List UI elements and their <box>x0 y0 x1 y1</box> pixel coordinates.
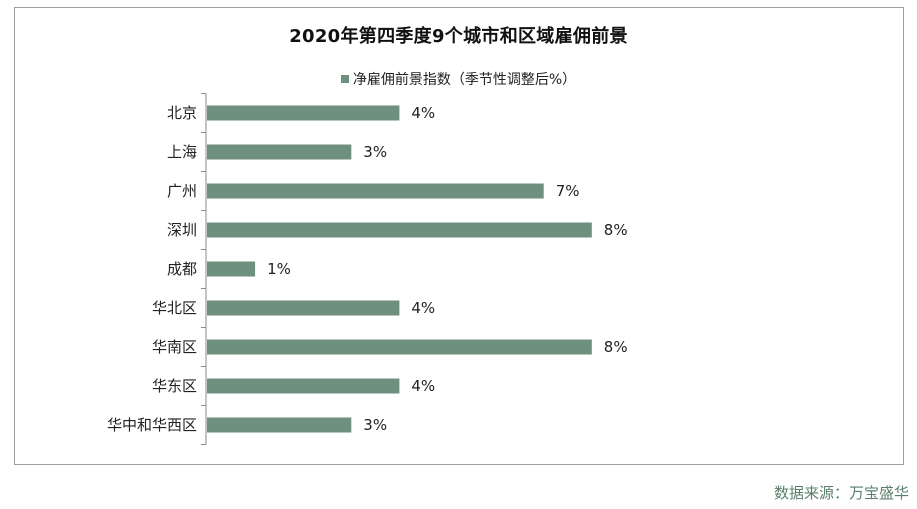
bar <box>207 300 400 316</box>
data-label: 4% <box>411 377 435 395</box>
category-label: 华南区 <box>152 338 197 356</box>
data-label: 8% <box>604 338 628 356</box>
data-label: 1% <box>267 260 291 278</box>
data-label: 3% <box>363 143 387 161</box>
bar <box>207 339 592 355</box>
category-label: 广州 <box>167 182 197 200</box>
legend-swatch <box>340 75 349 83</box>
legend: 净雇佣前景指数（季节性调整后%） <box>0 69 917 89</box>
category-label: 成都 <box>167 260 197 278</box>
bar <box>207 222 592 238</box>
category-label: 深圳 <box>167 221 197 239</box>
bar <box>207 144 352 160</box>
bar <box>207 261 256 277</box>
data-label: 8% <box>604 221 628 239</box>
data-label: 4% <box>411 104 435 122</box>
category-label: 华东区 <box>152 377 197 395</box>
category-label: 北京 <box>167 104 197 122</box>
bar <box>207 183 544 199</box>
category-label: 华北区 <box>152 299 197 317</box>
source-note: 数据来源：万宝盛华 <box>773 484 909 502</box>
category-label: 上海 <box>167 143 197 161</box>
data-label: 3% <box>363 416 387 434</box>
legend-label: 净雇佣前景指数（季节性调整后%） <box>352 72 577 88</box>
bar <box>207 105 400 121</box>
bar <box>207 378 400 394</box>
category-label: 华中和华西区 <box>107 416 197 434</box>
chart-title: 2020年第四季度9个城市和区域雇佣前景 <box>289 26 628 47</box>
data-label: 7% <box>556 182 580 200</box>
bar <box>207 417 352 433</box>
data-label: 4% <box>411 299 435 317</box>
